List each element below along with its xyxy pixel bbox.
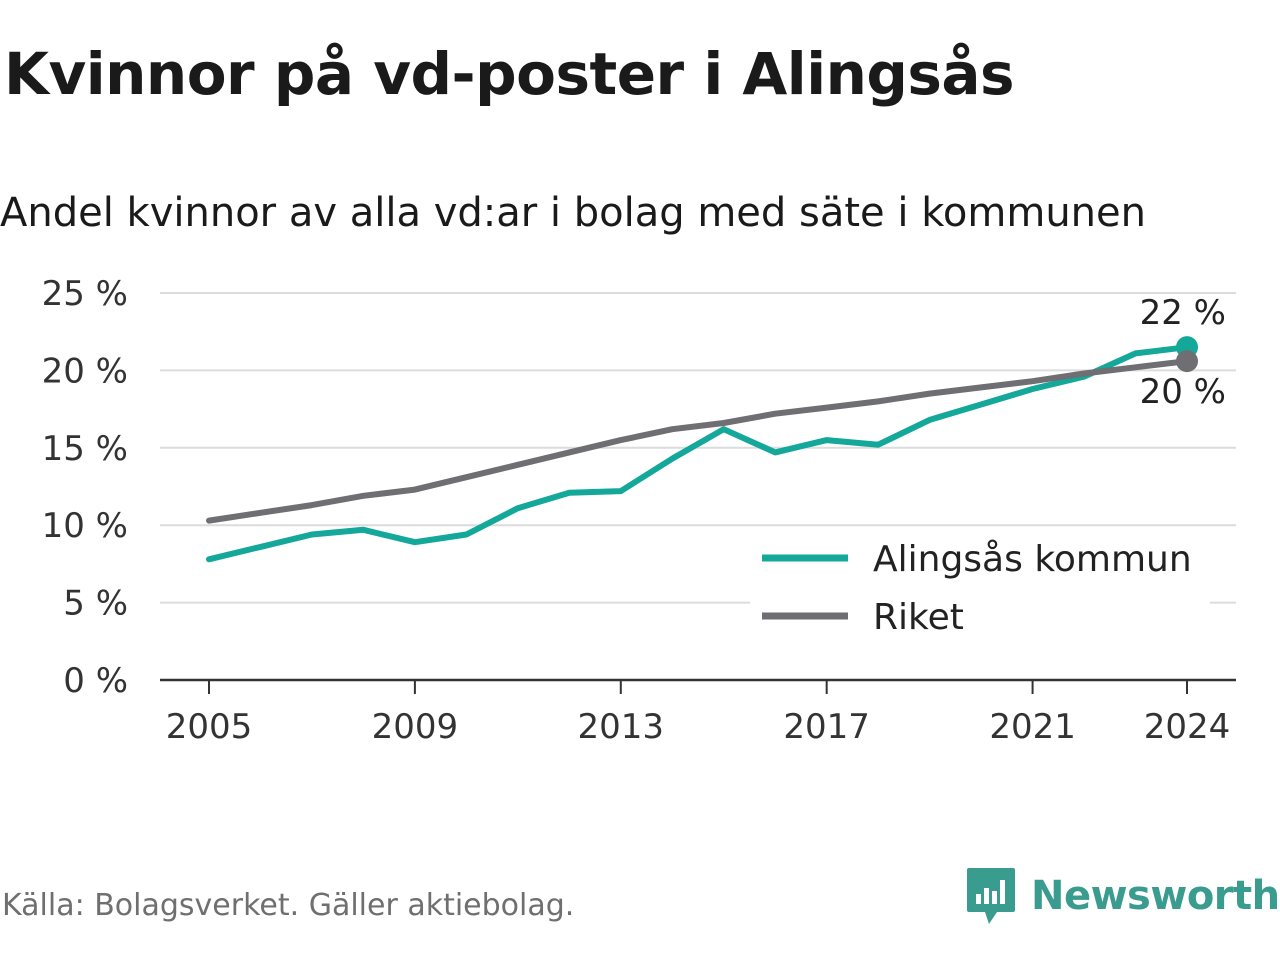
source-note: Källa: Bolagsverket. Gäller aktiebolag. [2,888,575,923]
y-tick-label: 15 % [42,429,128,469]
y-tick-label: 0 % [63,661,128,701]
x-tick-label: 2024 [1144,707,1231,747]
y-tick-label: 5 % [63,584,128,624]
x-tick-label: 2009 [372,707,459,747]
series-line-alingsas [206,344,1190,563]
legend-box [750,527,1210,647]
y-tick-label: 20 % [42,351,128,391]
series-line-riket [206,358,1190,524]
x-tick-label: 2021 [989,707,1076,747]
x-tick-label: 2005 [166,707,253,747]
y-tick-label: 25 % [42,274,128,314]
chart-subtitle: Andel kvinnor av alla vd:ar i bolag med … [0,190,1146,236]
newsworthy-logo-icon [967,868,1015,924]
legend-label: Alingsås kommun [873,539,1192,580]
brand-name: Newsworthy [1031,873,1280,919]
x-tick-label: 2017 [783,707,870,747]
end-label-riket: 20 % [1140,372,1226,412]
chart-title: Kvinnor på vd-poster i Alingsås [4,40,1015,108]
end-point-riket [1176,350,1198,373]
y-tick-label: 10 % [42,506,128,546]
end-label-alingsas: 22 % [1140,293,1226,333]
x-tick-label: 2013 [578,707,665,747]
legend-label: Riket [873,597,964,638]
brand: Newsworthy [965,866,1280,926]
